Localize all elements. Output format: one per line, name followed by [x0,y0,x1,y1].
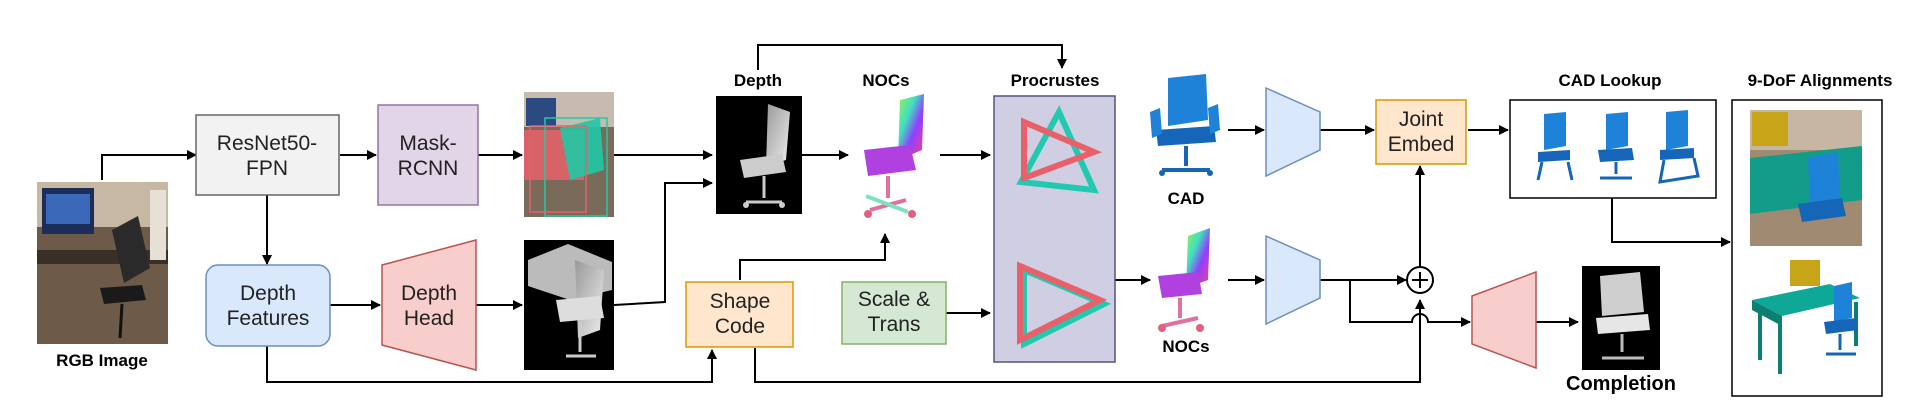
joint-embed-line1: Joint [1399,108,1444,131]
procrustes-label: Procrustes [1011,71,1100,90]
nocs-top-chair [864,94,924,218]
scale-trans-line2: Trans [868,313,921,336]
nocs-bottom-chair [1158,228,1210,332]
arrow-encoder-decoder [1349,280,1471,327]
rgb-image [37,182,168,344]
shape-code-box: Shape Code [685,281,794,348]
cad-encoder-trapezoid [1265,86,1321,178]
joint-embed-line2: Embed [1388,133,1455,156]
arrow-depthimg-depth [613,178,713,306]
arrow-depthfeat-shape [266,346,717,383]
arrow-lookup-alignments [1611,198,1731,247]
cad-lookup-label: CAD Lookup [1559,71,1662,90]
depth-chair-image [716,96,802,214]
mask-image [524,92,614,217]
arrow-rgb-resnet [101,150,197,180]
procrustes-panel [993,95,1116,363]
resnet-fpn-box: ResNet50- FPN [195,114,340,196]
predicted-depth-image [524,240,614,370]
mask-rcnn-box: Mask- RCNN [377,104,479,206]
shape-code-line2: Code [715,315,765,338]
depth-head-trapezoid: Depth Head [381,239,477,371]
resnet-label-line1: ResNet50- [217,132,317,155]
depth-head-line1: Depth [401,282,457,305]
sum-node [1406,266,1434,294]
rgb-image-label: RGB Image [56,351,148,370]
shape-code-line1: Shape [710,290,771,313]
completion-decoder-trapezoid [1471,270,1537,370]
alignments-panel [1731,99,1883,397]
depth-top-label: Depth [734,71,782,90]
depth-features-line1: Depth [240,282,296,305]
nocs-top-label: NOCs [862,71,909,90]
nocs-encoder-trapezoid [1265,234,1321,326]
arrow-shape-nocs [739,233,890,280]
completion-image [1582,266,1660,370]
mask-label-line2: RCNN [398,157,459,180]
cad-lookup-panel [1509,99,1717,199]
depth-features-box: Depth Features [205,264,331,347]
nocs-bottom-label: NOCs [1162,337,1209,356]
arrow-depth-procrustes [757,44,1067,70]
scale-trans-line1: Scale & [858,288,930,311]
joint-embed-box: Joint Embed [1375,99,1467,165]
resnet-label-line2: FPN [246,157,288,180]
depth-features-line2: Features [227,307,310,330]
scale-trans-box: Scale & Trans [841,281,947,345]
alignments-label: 9-DoF Alignments [1748,71,1893,90]
depth-head-line2: Head [404,307,454,330]
arrow-shape-plus [754,299,1425,383]
cad-label: CAD [1168,189,1205,208]
completion-label: Completion [1566,373,1676,395]
mask-label-line1: Mask- [399,132,456,155]
cad-chair [1150,74,1220,176]
connectors [101,44,1731,383]
